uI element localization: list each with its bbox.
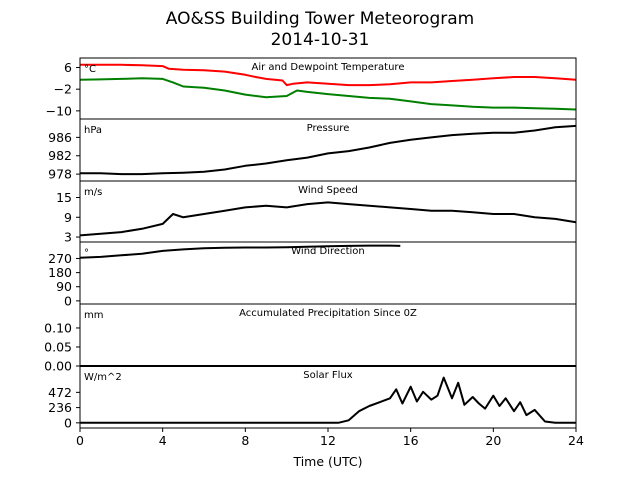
panel-4: 0.10 0.05 0.00 mm Accumulated Precipitation … — [44, 303, 577, 374]
x-tick-label-2: 8 — [241, 433, 249, 448]
panel-2-ytick-label-1: 9 — [64, 210, 72, 225]
chart-title: AO&SS Building Tower Meteorogram — [166, 9, 474, 29]
panel-0: 6 −2 −10 °C Air and Dewpoint Temperature — [46, 57, 577, 120]
panel-1-ytick-label-1: 982 — [48, 148, 72, 163]
panel-1-ytick-label-2: 978 — [48, 167, 72, 182]
panel-1-title: Pressure — [307, 123, 350, 134]
panel-2-series-0-line — [79, 201, 577, 237]
x-tick-label-1: 4 — [159, 433, 167, 448]
panels-group: 6−2−10°C Air and Dewpoint Temperature9869… — [44, 57, 577, 430]
chart-subtitle: 2014-10-31 — [271, 30, 370, 50]
panel-0-ytick-label-1: −2 — [54, 82, 72, 97]
panel-2-unit-label: m/s — [84, 187, 102, 198]
panel-3-title: Wind Direction — [291, 246, 365, 257]
panel-5-title: Solar Flux — [303, 370, 353, 381]
panel-1: 986 982 978 hPa Pressure — [48, 118, 577, 182]
panel-1-series-0-line — [80, 124, 577, 176]
panel-3-ytick-label-0: 270 — [48, 251, 72, 266]
x-tick-label-6: 24 — [568, 433, 584, 448]
panel-1-ytick-label-0: 986 — [48, 130, 72, 145]
panel-5-unit-label: W/m^2 — [84, 372, 122, 383]
panel-3-ytick-label-1: 180 — [48, 265, 72, 280]
panel-4-ytick-label-1: 0.05 — [44, 339, 72, 354]
panel-1-unit-label: hPa — [84, 125, 102, 136]
panel-2-title: Wind Speed — [298, 185, 358, 196]
panel-0-series-1-line — [79, 77, 577, 111]
x-axis: 0 4 8 12 16 20 24 — [76, 428, 584, 448]
panel-4-ytick-label-0: 0.10 — [44, 320, 72, 335]
panel-0-ytick-label-2: −10 — [46, 103, 72, 118]
panel-5-series-0-line — [80, 376, 576, 424]
panel-5-ytick-label-0: 472 — [48, 385, 72, 400]
panel-5-ytick-label-2: 0 — [64, 415, 72, 430]
x-tick-label-3: 12 — [320, 433, 336, 448]
panel-5-ytick-label-1: 236 — [48, 400, 72, 415]
panel-4-ytick-label-2: 0.00 — [44, 359, 72, 374]
panel-0-ytick-label-0: 6 — [64, 60, 72, 75]
panel-3-ytick-label-3: 0 — [64, 293, 72, 308]
panel-4-unit-label: mm — [84, 310, 103, 321]
x-tick-label-5: 20 — [485, 433, 501, 448]
panel-0-series-0-line — [80, 63, 577, 87]
panel-3-unit-label: ° — [84, 248, 89, 259]
panel-0-title: Air and Dewpoint Temperature — [252, 62, 405, 73]
panel-2-ytick-label-0: 15 — [56, 190, 72, 205]
panel-2: 15 9 3 m/s Wind Speed — [56, 180, 577, 245]
panel-3-ytick-label-2: 90 — [56, 279, 72, 294]
panel-2-ytick-label-2: 3 — [64, 230, 72, 245]
panel-0-unit-label: °C — [84, 64, 96, 75]
x-axis-label: Time (UTC) — [292, 454, 362, 469]
panel-4-title: Accumulated Precipitation Since 0Z — [239, 308, 417, 319]
x-tick-label-0: 0 — [76, 433, 84, 448]
panel-3-series-0-line — [79, 244, 401, 259]
x-tick-label-4: 16 — [403, 433, 419, 448]
